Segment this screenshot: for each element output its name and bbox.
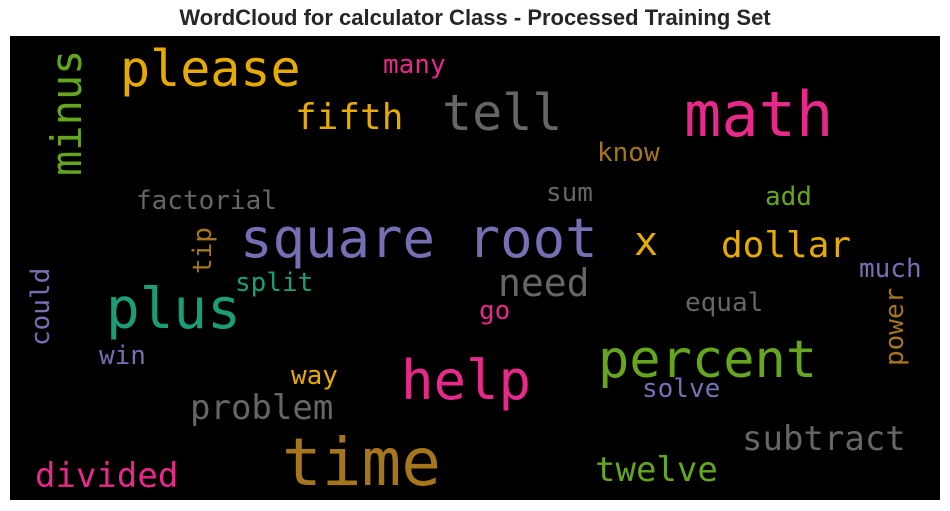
word-sum: sum [546, 178, 593, 208]
chart-title: WordCloud for calculator Class - Process… [179, 5, 771, 30]
word-x: x [634, 219, 659, 265]
word-factorial: factorial [136, 186, 277, 216]
word-need: need [498, 261, 590, 305]
word-many: many [383, 50, 446, 80]
word-twelve: twelve [595, 450, 718, 490]
word-plus: plus [106, 277, 241, 342]
word-subtract: subtract [742, 419, 906, 459]
word-fifth: fifth [295, 97, 404, 138]
word-math: math [684, 78, 834, 151]
word-divided: divided [35, 456, 179, 496]
word-add: add [765, 182, 812, 212]
word-minus: minus [42, 49, 91, 176]
word-percent: percent [598, 330, 818, 390]
word-way: way [291, 361, 338, 391]
word-tell: tell [442, 84, 563, 142]
word-help: help [401, 349, 532, 412]
word-square-root: square root [240, 207, 598, 270]
word-know: know [597, 138, 660, 168]
word-problem: problem [190, 388, 334, 428]
word-split: split [235, 268, 314, 298]
word-win: win [99, 341, 146, 371]
word-go: go [479, 296, 511, 326]
word-time: time [282, 424, 441, 500]
word-could: could [26, 267, 56, 346]
word-much: much [859, 254, 922, 284]
word-solve: solve [642, 374, 721, 404]
word-equal: equal [685, 288, 764, 318]
word-power: power [880, 287, 910, 366]
word-please: please [120, 40, 301, 98]
word-tip: tip [188, 227, 218, 274]
wordcloud-canvas: please many minus tell math fifth know sum facto… [10, 36, 940, 500]
word-dollar: dollar [721, 225, 852, 266]
